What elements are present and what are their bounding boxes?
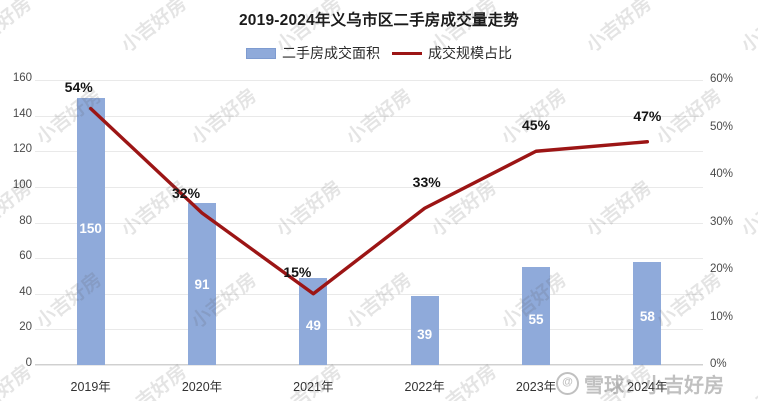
- gridline: [35, 329, 703, 331]
- y-axis-right-tick: 40%: [710, 168, 734, 180]
- x-axis-line: [35, 364, 703, 365]
- legend-line-label: 成交规模占比: [428, 45, 512, 61]
- line-point-label: 54%: [64, 78, 93, 95]
- chart-title: 2019-2024年义乌市区二手房成交量走势: [238, 12, 520, 29]
- gridline: [35, 258, 703, 260]
- bar[interactable]: 58: [633, 261, 662, 365]
- chart-legend: 二手房成交面积 成交规模占比: [0, 43, 758, 63]
- bar-value-label: 150: [79, 220, 102, 236]
- y-axis-left-tick: 140: [12, 107, 32, 120]
- legend-line-swatch-icon: [392, 51, 422, 55]
- gridline: [35, 293, 703, 295]
- y-axis-right-tick: 30%: [710, 215, 734, 228]
- legend-item-line[interactable]: 成交规模占比: [392, 43, 512, 63]
- y-axis-left-tick: 0: [25, 357, 32, 369]
- bar[interactable]: 49: [299, 277, 328, 365]
- y-axis-left-tick: 60: [19, 250, 32, 263]
- watermark-text: 小吉好房: [737, 177, 758, 241]
- line-point-label: 45%: [522, 117, 551, 134]
- y-axis-right-tick: 0%: [710, 358, 727, 370]
- gridline: [35, 222, 703, 224]
- y-axis-right-tick: 50%: [710, 120, 734, 133]
- bar-value-label: 39: [417, 327, 433, 342]
- bar-value-label: 49: [305, 317, 321, 333]
- bar[interactable]: 55: [522, 267, 550, 365]
- x-axis-tick: 2022年: [404, 380, 445, 394]
- gridline: [35, 365, 703, 366]
- brand-watermark-text: 雪球：小吉好房: [584, 375, 724, 397]
- y-axis-left-tick: 160: [12, 72, 32, 84]
- y-axis-right-tick: 10%: [710, 310, 734, 323]
- line-point-label: 47%: [633, 107, 662, 124]
- bar[interactable]: 150: [76, 97, 105, 365]
- legend-item-bar[interactable]: 二手房成交面积: [246, 43, 380, 63]
- bar-value-label: 58: [639, 309, 655, 325]
- gridline: [35, 115, 703, 117]
- line-point-label: 32%: [172, 185, 201, 201]
- y-axis-right-tick: 20%: [710, 263, 734, 275]
- x-axis-tick: 2019年: [70, 380, 111, 394]
- legend-bar-label: 二手房成交面积: [282, 45, 380, 61]
- brand-logo-icon: @: [556, 372, 579, 395]
- line-path: [88, 106, 650, 296]
- legend-bar-swatch-icon: [246, 47, 276, 59]
- y-axis-left-tick: 120: [12, 143, 32, 156]
- plot-area: 150 91 49 39 55 58: [35, 80, 703, 366]
- bar[interactable]: 39: [410, 295, 439, 365]
- bar[interactable]: 91: [188, 202, 216, 365]
- x-axis-tick: 2024年: [627, 380, 668, 394]
- y-axis-left-tick: 100: [12, 178, 32, 191]
- bar-value-label: 55: [528, 312, 544, 328]
- bar-value-label: 91: [194, 277, 210, 293]
- y-axis-left-tick: 80: [19, 214, 32, 227]
- line-point-label: 15%: [283, 263, 312, 280]
- brand-watermark: @ 雪球：小吉好房: [556, 369, 724, 398]
- gridline: [35, 80, 703, 81]
- line-point-label: 33%: [412, 174, 441, 191]
- x-axis-tick: 2023年: [515, 380, 557, 394]
- x-axis-tick: 2021年: [293, 380, 334, 394]
- gridline: [35, 151, 703, 153]
- x-axis-tick: 2020年: [181, 380, 223, 394]
- y-axis-left-tick: 20: [19, 321, 32, 334]
- y-axis-left-tick: 40: [19, 285, 32, 298]
- y-axis-right-tick: 60%: [710, 73, 734, 85]
- gridline: [35, 186, 703, 188]
